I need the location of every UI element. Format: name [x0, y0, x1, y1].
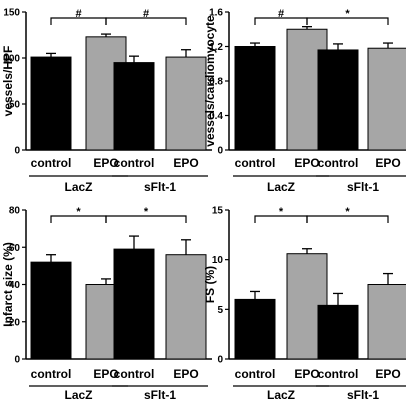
significance-bracket	[105, 17, 187, 25]
bar	[165, 254, 207, 360]
significance-marker: *	[345, 206, 350, 218]
y-tick-label: 80	[9, 206, 21, 217]
y-tick-label: 0.4	[209, 111, 223, 122]
y-tick-label: 1.2	[209, 42, 223, 53]
significance-marker: #	[278, 8, 284, 20]
significance-bracket	[105, 215, 187, 223]
group-label: LacZ	[267, 388, 295, 402]
y-tick-label: 0	[217, 146, 223, 157]
y-axis-title: vessels/cardiomyocyte	[203, 15, 217, 147]
significance-marker: *	[279, 206, 284, 218]
y-tick-label: 40	[9, 280, 21, 291]
category-label: control	[31, 156, 72, 170]
y-tick-label: 15	[212, 206, 224, 217]
significance-marker: #	[143, 8, 149, 20]
y-tick-label: 50	[9, 100, 21, 111]
group-label: sFlt-1	[144, 388, 176, 402]
y-tick-label: 0	[14, 146, 20, 157]
y-tick-label: 10	[212, 255, 224, 266]
y-tick-label: 20	[9, 317, 21, 328]
category-label: EPO	[375, 156, 400, 170]
y-tick-label: 0	[14, 355, 20, 366]
bar	[234, 46, 276, 151]
significance-marker: #	[75, 8, 81, 20]
bar	[113, 248, 155, 360]
significance-marker: *	[144, 206, 149, 218]
y-tick-label: 1.6	[209, 8, 223, 19]
bar	[234, 298, 276, 360]
category-label: control	[235, 367, 276, 381]
y-tick-label: 150	[3, 8, 20, 19]
y-tick-label: 0.8	[209, 77, 223, 88]
bar	[317, 304, 359, 360]
category-label: control	[318, 367, 359, 381]
group-label: LacZ	[267, 180, 295, 194]
y-tick-label: 100	[3, 54, 20, 65]
category-label: EPO	[93, 156, 118, 170]
bar	[317, 49, 359, 151]
category-label: control	[235, 156, 276, 170]
significance-bracket	[306, 17, 389, 25]
bar	[367, 284, 406, 360]
category-label: control	[114, 156, 155, 170]
category-label: EPO	[173, 156, 198, 170]
category-label: control	[318, 156, 359, 170]
group-label: LacZ	[64, 388, 92, 402]
significance-bracket	[306, 215, 389, 223]
y-tick-label: 5	[217, 305, 223, 316]
group-label: sFlt-1	[144, 180, 176, 194]
group-label: LacZ	[64, 180, 92, 194]
bar	[113, 62, 155, 151]
group-label: sFlt-1	[347, 388, 379, 402]
bar	[30, 261, 72, 360]
bar	[367, 47, 406, 151]
significance-marker: *	[76, 206, 81, 218]
significance-marker: *	[345, 8, 350, 20]
y-tick-label: 0	[217, 355, 223, 366]
y-axis-title: vessels/HPF	[1, 46, 15, 117]
y-axis-title: FS (%)	[203, 266, 217, 303]
category-label: EPO	[375, 367, 400, 381]
y-axis-title: Infarct size (%)	[1, 242, 15, 327]
category-label: EPO	[294, 367, 319, 381]
bar	[165, 56, 207, 151]
bar	[30, 56, 72, 151]
group-label: sFlt-1	[347, 180, 379, 194]
category-label: EPO	[173, 367, 198, 381]
y-tick-label: 60	[9, 243, 21, 254]
category-label: EPO	[93, 367, 118, 381]
category-label: EPO	[294, 156, 319, 170]
category-label: control	[31, 367, 72, 381]
category-label: control	[114, 367, 155, 381]
